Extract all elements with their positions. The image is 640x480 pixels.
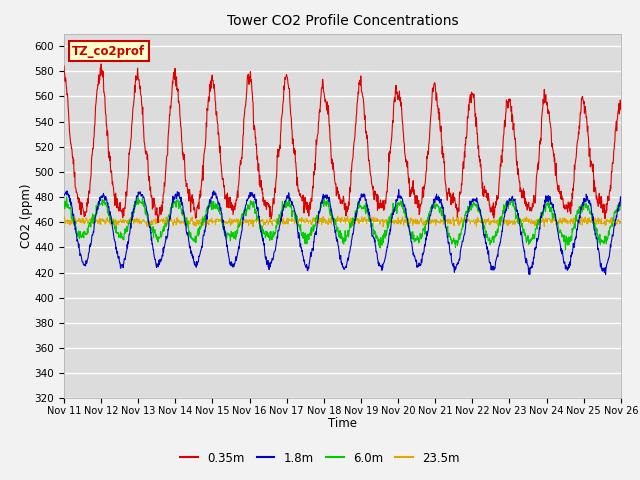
Title: Tower CO2 Profile Concentrations: Tower CO2 Profile Concentrations (227, 14, 458, 28)
Legend: 0.35m, 1.8m, 6.0m, 23.5m: 0.35m, 1.8m, 6.0m, 23.5m (176, 447, 464, 469)
Y-axis label: CO2 (ppm): CO2 (ppm) (20, 184, 33, 248)
Text: TZ_co2prof: TZ_co2prof (72, 45, 145, 58)
X-axis label: Time: Time (328, 418, 357, 431)
